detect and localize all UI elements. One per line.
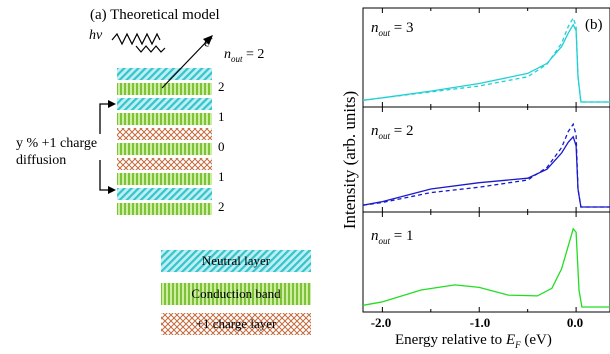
electron-arrow	[161, 37, 211, 89]
x-axis-label-unit: (eV)	[520, 332, 552, 348]
x-axis-label: Energy relative to EF (eV)	[395, 332, 552, 350]
photon-label: hν	[89, 28, 103, 43]
conduction-layer	[117, 203, 212, 215]
panel-label-value: = 1	[393, 228, 414, 244]
panel-label-nout3: nout = 3	[371, 20, 413, 38]
conduction-layer	[117, 83, 212, 95]
panel-label-nout1: nout = 1	[371, 228, 413, 246]
legend-conduction-label: Conduction band	[191, 286, 281, 301]
conduction-layer	[117, 143, 212, 155]
legend-swatch-neutral	[161, 250, 311, 272]
diffusion-arrow-bottom	[99, 160, 112, 191]
layer-number: 2	[218, 79, 225, 94]
diffusion-label-line1: y % +1 charge	[16, 136, 98, 151]
panel-label-value: = 3	[393, 20, 414, 36]
curves	[362, 16, 610, 308]
electron-arrowhead	[203, 35, 213, 45]
plot-frame-bottom	[362, 211, 610, 313]
diffusion-label-line2: diffusion	[16, 153, 67, 168]
photon-wave	[111, 32, 161, 46]
y-axis-label: Intensity (arb. units)	[340, 90, 359, 230]
neutral-layer	[117, 188, 212, 200]
x-tick-label: 0.0	[566, 315, 584, 330]
conduction-layer	[117, 113, 212, 125]
x-axis-label-main: Energy relative to	[395, 332, 506, 348]
nout-value: = 2	[246, 47, 265, 62]
nout-sub: out	[231, 53, 243, 64]
panel-label-var: n	[371, 123, 379, 139]
axis-ticks	[381, 8, 577, 312]
diffusion-arrowhead-bottom	[108, 186, 116, 194]
layer-number: 1	[218, 109, 225, 124]
layer-number: 1	[218, 169, 225, 184]
charge-layer	[117, 158, 212, 170]
plot-frames	[362, 7, 610, 313]
electron-symbol: e	[204, 34, 210, 50]
diffusion-arrow-top	[99, 103, 112, 134]
legend-swatch-conduction	[161, 283, 311, 305]
panel-a-title: (a) Theoretical model	[90, 7, 220, 23]
nout-var: n	[224, 47, 231, 62]
electron-label: e-	[204, 33, 213, 50]
spectrum-curve-solid	[362, 135, 610, 208]
panel-label-sub: out	[378, 131, 391, 141]
legend-charge-label: +1 charge layer	[195, 316, 277, 331]
legend-neutral-label: Neutral layer	[201, 253, 271, 268]
panel-label-nout2: nout = 2	[371, 123, 413, 141]
panel-b-label: (b)	[585, 17, 603, 33]
layer-stack	[117, 68, 212, 215]
electron-sup: -	[209, 33, 213, 43]
x-axis-label-var: E	[505, 332, 516, 348]
spectrum-curve-solid	[362, 227, 610, 308]
x-tick-label: -1.0	[469, 315, 491, 330]
layer-number: 0	[218, 139, 225, 154]
nout-label: nout = 2	[224, 47, 264, 64]
neutral-layer	[117, 68, 212, 80]
charge-layer	[117, 128, 212, 140]
panel-label-value: = 2	[393, 123, 414, 139]
panel-label-var: n	[371, 228, 379, 244]
neutral-layer	[117, 98, 212, 110]
conduction-layer	[117, 173, 212, 185]
x-axis-label-sub: F	[515, 340, 521, 350]
panel-label-var: n	[371, 20, 379, 36]
layer-number: 2	[218, 199, 225, 214]
spectrum-curve-dashed	[362, 16, 610, 103]
panel-label-sub: out	[378, 28, 391, 38]
photon-wave-tail	[135, 45, 166, 53]
legend-swatch-charge	[161, 313, 311, 335]
panel-label-sub: out	[378, 236, 391, 246]
diffusion-arrowhead-top	[108, 100, 116, 108]
x-tick-label: -2.0	[370, 315, 392, 330]
